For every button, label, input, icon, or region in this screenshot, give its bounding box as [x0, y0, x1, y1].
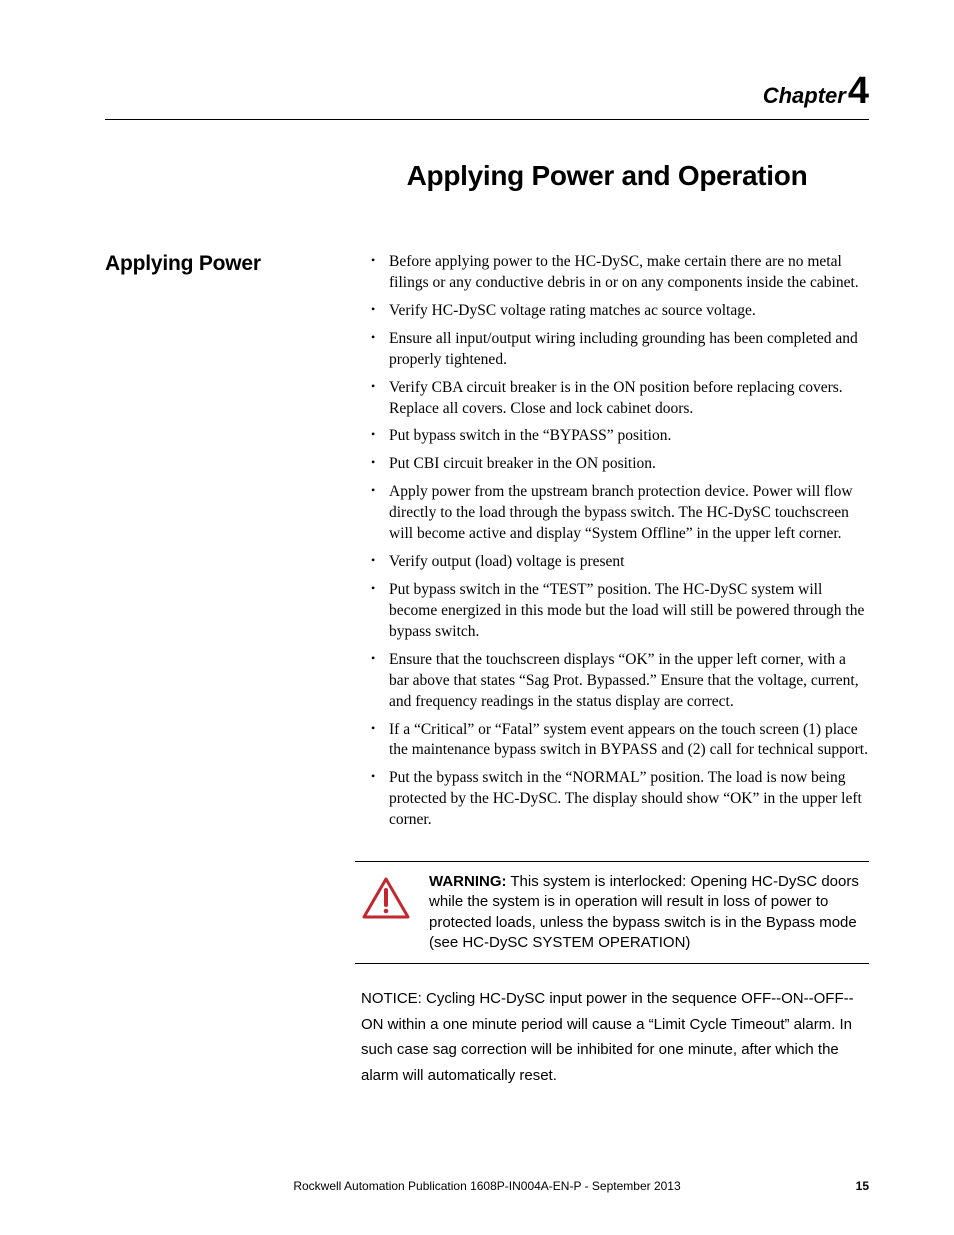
- warning-block: WARNING: This system is interlocked: Ope…: [355, 861, 869, 964]
- list-item: Ensure all input/output wiring including…: [371, 329, 869, 371]
- warning-label: WARNING:: [429, 873, 507, 890]
- list-item: Verify HC-DySC voltage rating matches ac…: [371, 301, 869, 322]
- chapter-label: Chapter: [763, 83, 846, 108]
- list-item: Verify CBA circuit breaker is in the ON …: [371, 378, 869, 420]
- warning-icon: [361, 876, 411, 925]
- page-footer: Rockwell Automation Publication 1608P-IN…: [105, 1179, 869, 1193]
- warning-text: WARNING: This system is interlocked: Ope…: [429, 872, 869, 953]
- notice-block: NOTICE: Cycling HC-DySC input power in t…: [355, 986, 869, 1088]
- list-item: If a “Critical” or “Fatal” system event …: [371, 720, 869, 762]
- side-heading: Applying Power: [105, 252, 355, 276]
- footer-page-number: 15: [856, 1179, 869, 1193]
- header-rule: [105, 119, 869, 120]
- list-item: Put the bypass switch in the “NORMAL” po…: [371, 768, 869, 831]
- content-row: Applying Power Before applying power to …: [105, 252, 869, 1088]
- footer-publication: Rockwell Automation Publication 1608P-IN…: [105, 1179, 869, 1193]
- list-item: Ensure that the touchscreen displays “OK…: [371, 650, 869, 713]
- page-title: Applying Power and Operation: [345, 160, 869, 192]
- list-item: Before applying power to the HC-DySC, ma…: [371, 252, 869, 294]
- chapter-header: Chapter4: [105, 70, 869, 113]
- body-column: Before applying power to the HC-DySC, ma…: [355, 252, 869, 1088]
- chapter-number: 4: [848, 70, 869, 112]
- list-item: Put bypass switch in the “BYPASS” positi…: [371, 426, 869, 447]
- list-item: Put bypass switch in the “TEST” position…: [371, 580, 869, 643]
- bullet-list: Before applying power to the HC-DySC, ma…: [355, 252, 869, 831]
- list-item: Put CBI circuit breaker in the ON positi…: [371, 454, 869, 475]
- list-item: Verify output (load) voltage is present: [371, 552, 869, 573]
- list-item: Apply power from the upstream branch pro…: [371, 482, 869, 545]
